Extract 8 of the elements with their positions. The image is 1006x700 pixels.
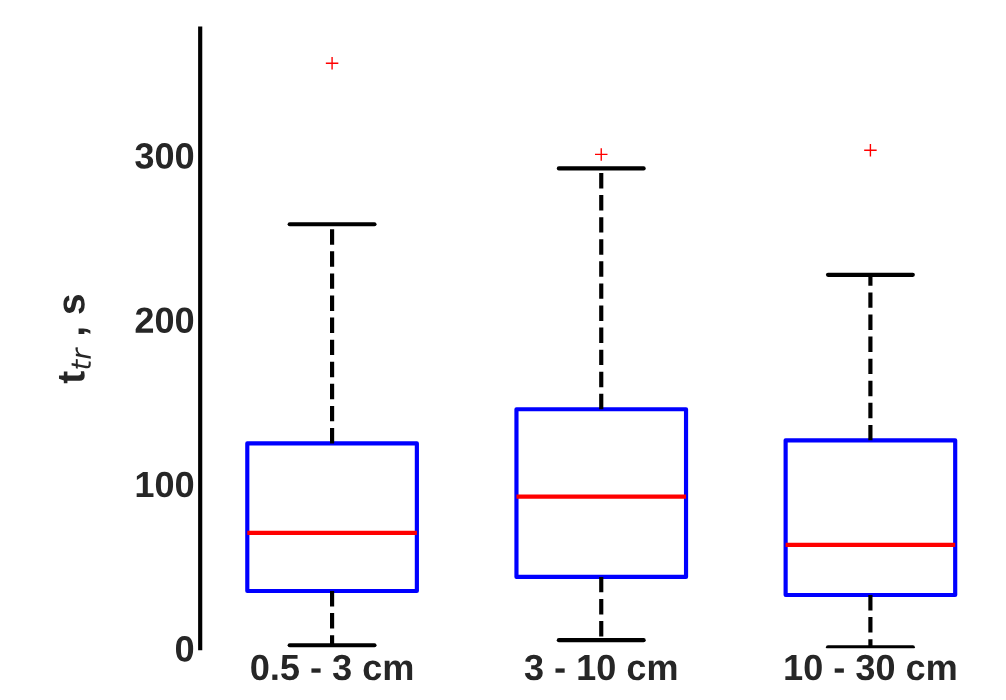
x-tick-label: 10 - 30 cm [785,654,956,681]
x-tick-label: 0.5 - 3 cm [251,654,413,681]
y-tick-label: 0 [175,636,194,662]
y-tick-label: 200 [135,307,194,333]
y-tick-label: 300 [135,143,194,169]
y-tick-label: 100 [136,471,194,498]
y-axis-title: t$_{tr}$ , s [58,295,91,384]
x-tick-label: 3 - 10 cm [524,654,677,681]
